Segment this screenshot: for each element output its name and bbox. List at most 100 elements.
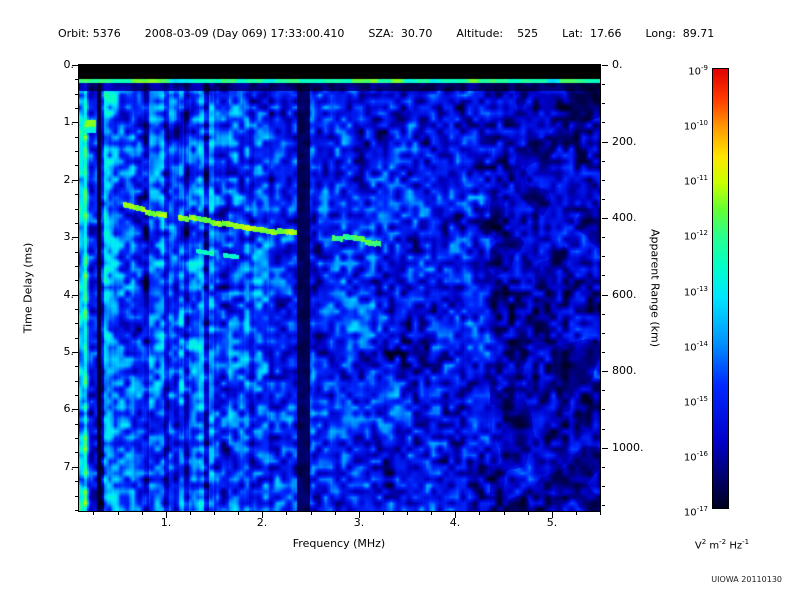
tick-mark — [75, 223, 78, 224]
tick-mark — [528, 512, 529, 515]
colorbar-tick-label: 10-9 — [688, 64, 708, 78]
y-left-tick-label: 7. — [63, 460, 75, 473]
tick-mark — [72, 180, 78, 181]
header-long: Long: 89.71 — [645, 27, 715, 40]
tick-mark — [504, 512, 505, 515]
tick-mark — [552, 512, 553, 518]
y-axis-left-title: Time Delay (ms) — [21, 242, 35, 334]
tick-mark — [602, 390, 605, 391]
colorbar-tick-label: 10-11 — [683, 174, 708, 188]
tick-mark — [75, 424, 78, 425]
tick-mark — [93, 512, 94, 515]
tick-mark — [602, 486, 605, 487]
tick-mark — [75, 366, 78, 367]
tick-mark — [72, 409, 78, 410]
tick-mark — [75, 280, 78, 281]
tick-mark — [359, 512, 360, 518]
tick-mark — [602, 333, 605, 334]
x-tick-label: 1. — [160, 516, 172, 529]
tick-mark — [602, 295, 608, 296]
tick-mark — [602, 409, 605, 410]
tick-mark — [602, 161, 605, 162]
tick-mark — [75, 252, 78, 253]
tick-mark — [75, 338, 78, 339]
tick-mark — [286, 512, 287, 515]
colorbar-tick-label: 10-10 — [683, 119, 708, 133]
tick-mark — [75, 381, 78, 382]
x-axis-title: Frequency (MHz) — [292, 537, 386, 550]
tick-mark — [75, 108, 78, 109]
tick-mark — [75, 209, 78, 210]
tick-mark — [214, 512, 215, 515]
colorbar-tick-label: 10-14 — [683, 340, 708, 354]
tick-mark — [407, 512, 408, 515]
header-datetime: 2008-03-09 (Day 069) 17:33:00.410 — [144, 27, 345, 40]
colorbar-units-label: V2 m-2 Hz-1 — [694, 538, 750, 552]
tick-mark — [602, 180, 605, 181]
tick-mark — [75, 194, 78, 195]
tick-mark — [602, 467, 605, 468]
tick-mark — [602, 122, 605, 123]
spectrogram-canvas — [79, 65, 600, 511]
y-left-tick-label: 6. — [63, 402, 75, 415]
tick-mark — [479, 512, 480, 515]
y-right-tick-label: 200. — [612, 135, 637, 148]
tick-mark — [75, 510, 78, 511]
colorbar-tick-label: 10-17 — [683, 505, 708, 519]
tick-mark — [602, 505, 605, 506]
tick-mark — [238, 512, 239, 515]
tick-mark — [602, 237, 605, 238]
tick-mark — [75, 309, 78, 310]
tick-mark — [602, 448, 608, 449]
tick-mark — [602, 103, 605, 104]
tick-mark — [602, 352, 605, 353]
y-left-tick-label: 1. — [63, 115, 75, 128]
tick-mark — [75, 323, 78, 324]
tick-mark — [431, 512, 432, 515]
tick-mark — [600, 512, 601, 515]
header-sza: SZA: 30.70 — [368, 27, 433, 40]
tick-mark — [72, 122, 78, 123]
tick-mark — [72, 295, 78, 296]
tick-mark — [602, 65, 608, 66]
tick-mark — [72, 352, 78, 353]
header-info: Orbit: 5376 2008-03-09 (Day 069) 17:33:0… — [58, 27, 714, 40]
tick-mark — [75, 151, 78, 152]
colorbar — [712, 68, 729, 509]
tick-mark — [75, 79, 78, 80]
tick-mark — [602, 256, 605, 257]
tick-mark — [75, 94, 78, 95]
y-right-tick-label: 800. — [612, 364, 637, 377]
tick-mark — [602, 218, 608, 219]
credit-label: UIOWA 20110130 — [711, 575, 782, 584]
header-lat: Lat: 17.66 — [562, 27, 622, 40]
tick-mark — [311, 512, 312, 515]
tick-mark — [383, 512, 384, 515]
y-left-tick-label: 3. — [63, 230, 75, 243]
tick-mark — [142, 512, 143, 515]
tick-mark — [72, 65, 78, 66]
tick-mark — [602, 275, 605, 276]
tick-mark — [118, 512, 119, 515]
x-tick-label: 5. — [546, 516, 558, 529]
y-left-tick-label: 0. — [63, 58, 75, 71]
x-tick-label: 2. — [256, 516, 268, 529]
tick-mark — [166, 512, 167, 518]
tick-mark — [75, 395, 78, 396]
tick-mark — [75, 438, 78, 439]
colorbar-tick-label: 10-13 — [683, 285, 708, 299]
y-right-tick-label: 1000. — [612, 441, 644, 454]
tick-mark — [602, 429, 605, 430]
tick-mark — [602, 314, 605, 315]
tick-mark — [602, 199, 605, 200]
tick-mark — [75, 496, 78, 497]
tick-mark — [576, 512, 577, 515]
tick-mark — [72, 467, 78, 468]
tick-mark — [75, 137, 78, 138]
x-tick-label: 3. — [353, 516, 365, 529]
tick-mark — [455, 512, 456, 518]
tick-mark — [602, 84, 605, 85]
tick-mark — [75, 165, 78, 166]
header-altitude: Altitude: 525 — [456, 27, 539, 40]
